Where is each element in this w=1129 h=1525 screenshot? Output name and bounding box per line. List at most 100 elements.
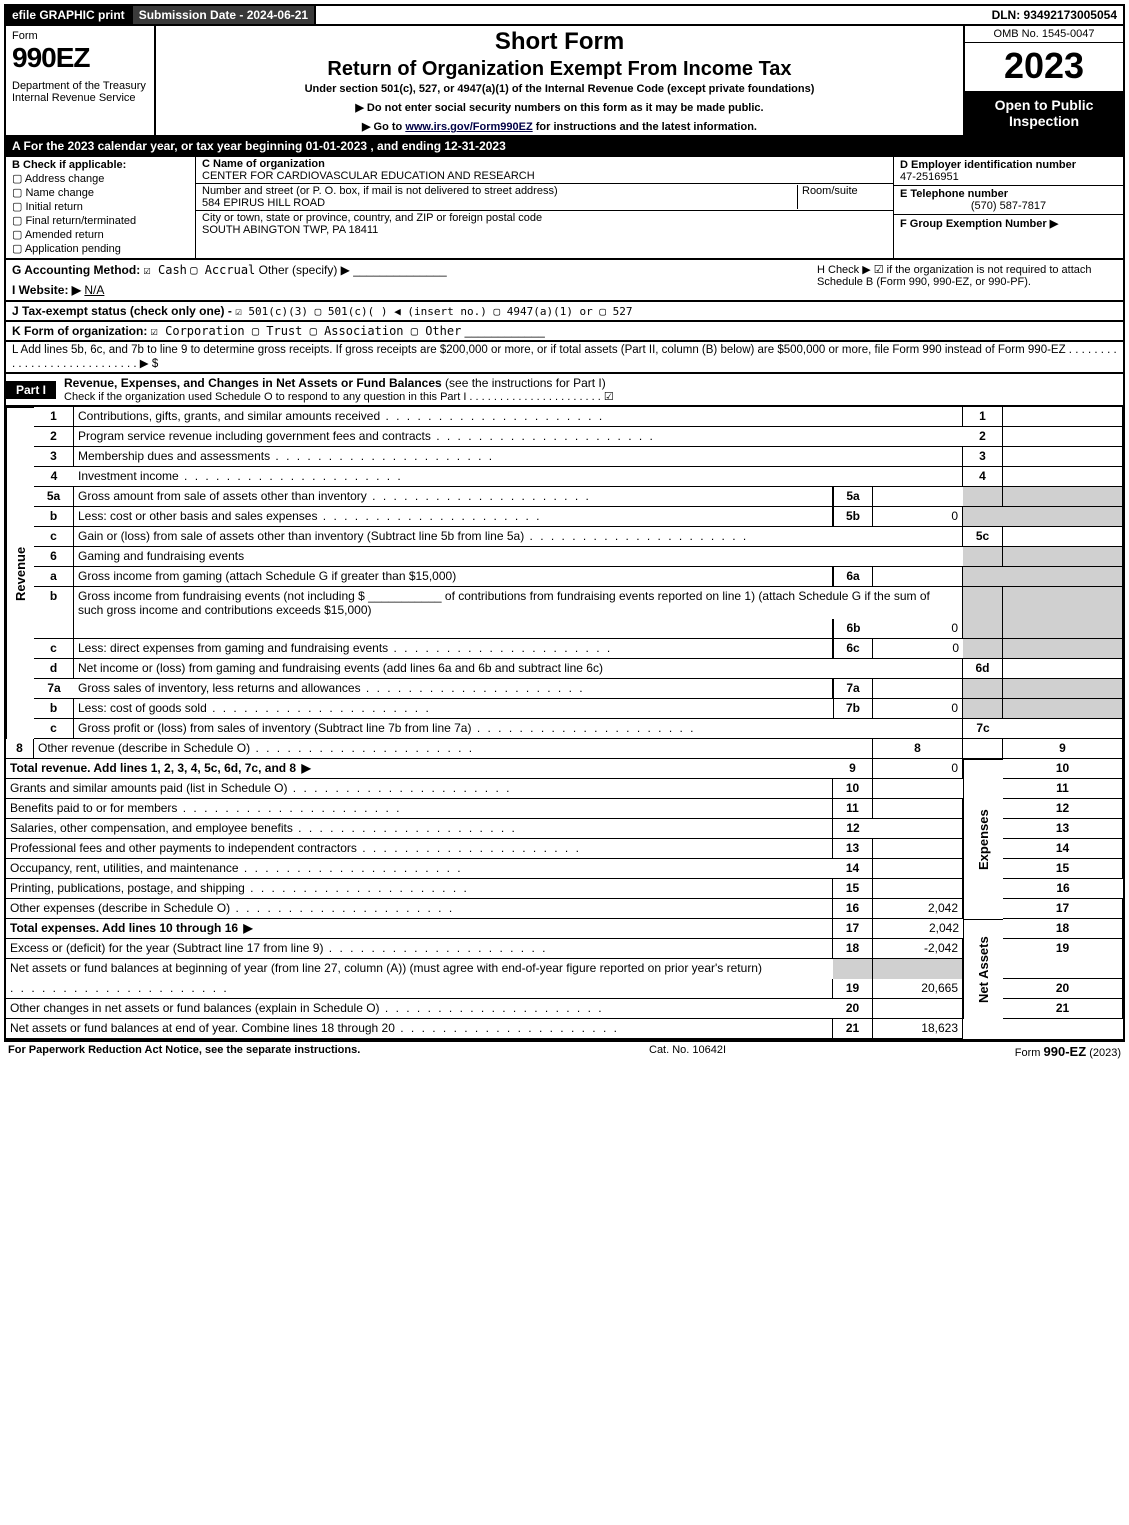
ln7c-amt xyxy=(1003,719,1123,739)
ln7b-shade2 xyxy=(1003,699,1123,719)
ln6-num: 6 xyxy=(34,547,74,567)
g-label: G Accounting Method: xyxy=(12,263,140,277)
ln13-amt xyxy=(873,839,963,859)
footer-catno: Cat. No. 10642I xyxy=(649,1044,726,1059)
ln5a-shade2 xyxy=(1003,487,1123,507)
goto-note: ▶ Go to www.irs.gov/Form990EZ for instru… xyxy=(164,120,955,133)
sidebar-net-assets: Net Assets xyxy=(963,919,1003,1019)
footer-right-post: (2023) xyxy=(1086,1047,1121,1059)
ln6c-iv: 0 xyxy=(873,639,963,659)
meta-block: B Check if applicable: Address change Na… xyxy=(4,157,1125,260)
chk-initial-return[interactable]: Initial return xyxy=(12,200,189,213)
ln6c-il: 6c xyxy=(833,639,873,659)
ln14-amt xyxy=(873,859,963,879)
ln6a-num: a xyxy=(34,567,74,587)
ln6b-d1: Gross income from fundraising events (no… xyxy=(78,589,365,603)
ln6d-num: d xyxy=(34,659,74,679)
chk-name-change[interactable]: Name change xyxy=(12,186,189,199)
ln6b-shade1 xyxy=(963,619,1003,639)
k-options[interactable]: ☑ Corporation ▢ Trust ▢ Association ▢ Ot… xyxy=(151,324,462,338)
ln4-box: 4 xyxy=(963,467,1003,487)
ln6d-box: 6d xyxy=(963,659,1003,679)
form-title-block: Short Form Return of Organization Exempt… xyxy=(156,26,963,135)
ln13-box: 13 xyxy=(833,839,873,859)
ln21-box: 21 xyxy=(833,1019,873,1039)
irs-link[interactable]: www.irs.gov/Form990EZ xyxy=(405,121,532,133)
ssn-warning: ▶ Do not enter social security numbers o… xyxy=(164,101,955,114)
efile-print-button[interactable]: efile GRAPHIC print xyxy=(6,6,133,24)
h-schedule-b: H Check ▶ ☑ if the organization is not r… xyxy=(817,263,1117,297)
sidebar-revenue: Revenue xyxy=(6,407,34,739)
ln19-desc: Net assets or fund balances at beginning… xyxy=(6,959,833,979)
section-cde: C Name of organization CENTER FOR CARDIO… xyxy=(196,157,1123,258)
chk-address-change[interactable]: Address change xyxy=(12,172,189,185)
title-short-form: Short Form xyxy=(164,28,955,56)
section-def: D Employer identification number 47-2516… xyxy=(893,157,1123,258)
website-value: N/A xyxy=(84,283,104,297)
g-cash[interactable]: ☑ Cash xyxy=(144,263,187,277)
ln6a-desc: Gross income from gaming (attach Schedul… xyxy=(74,567,833,587)
ln6c-desc: Less: direct expenses from gaming and fu… xyxy=(74,639,833,659)
j-options[interactable]: ☑ 501(c)(3) ▢ 501(c)( ) ◀ (insert no.) ▢… xyxy=(235,305,632,318)
ln14-num: 14 xyxy=(1003,839,1123,859)
c-city-label: City or town, state or province, country… xyxy=(202,212,542,224)
b-label: B Check if applicable: xyxy=(12,159,126,171)
ln20-box: 20 xyxy=(833,999,873,1019)
ln2-num: 2 xyxy=(34,427,74,447)
ln1-num: 1 xyxy=(34,407,74,427)
ln9-desc: Total revenue. Add lines 1, 2, 3, 4, 5c,… xyxy=(6,759,833,779)
ln16-amt: 2,042 xyxy=(873,899,963,919)
ln15-desc: Printing, publications, postage, and shi… xyxy=(6,879,833,899)
chk-amended-return[interactable]: Amended return xyxy=(12,228,189,241)
ln10-num: 10 xyxy=(1003,759,1123,779)
part1-check: Check if the organization used Schedule … xyxy=(64,390,1115,403)
ln4-num: 4 xyxy=(34,467,74,487)
ln1-desc: Contributions, gifts, grants, and simila… xyxy=(74,407,963,427)
g-accounting: G Accounting Method: ☑ Cash ▢ Accrual Ot… xyxy=(12,263,447,297)
ln3-desc: Membership dues and assessments xyxy=(74,447,963,467)
top-bar: efile GRAPHIC print Submission Date - 20… xyxy=(4,4,1125,26)
ln14-desc: Occupancy, rent, utilities, and maintena… xyxy=(6,859,833,879)
ln5c-box: 5c xyxy=(963,527,1003,547)
org-street: 584 EPIRUS HILL ROAD xyxy=(202,197,325,209)
ln14-box: 14 xyxy=(833,859,873,879)
room-suite-label: Room/suite xyxy=(802,185,858,197)
ln5a-iv xyxy=(873,487,963,507)
section-c: C Name of organization CENTER FOR CARDIO… xyxy=(196,157,893,258)
ln6b-shade1a xyxy=(963,587,1003,619)
ln7b-desc: Less: cost of goods sold xyxy=(74,699,833,719)
chk-application-pending[interactable]: Application pending xyxy=(12,242,189,255)
ln6b-il: 6b xyxy=(833,619,873,639)
ln6-shade2 xyxy=(1003,547,1123,567)
g-accrual[interactable]: ▢ Accrual xyxy=(190,263,255,277)
row-a-tax-year: A For the 2023 calendar year, or tax yea… xyxy=(4,137,1125,157)
page-footer: For Paperwork Reduction Act Notice, see … xyxy=(4,1041,1125,1061)
ln6a-shade1 xyxy=(963,567,1003,587)
c-street-label: Number and street (or P. O. box, if mail… xyxy=(202,185,558,197)
ln12-box: 12 xyxy=(833,819,873,839)
part1-tag: Part I xyxy=(6,381,56,399)
g-other[interactable]: Other (specify) ▶ xyxy=(259,263,350,277)
ln7a-shade1 xyxy=(963,679,1003,699)
ln7c-num: c xyxy=(34,719,74,739)
form-header: Form 990EZ Department of the Treasury In… xyxy=(4,26,1125,137)
ln21-num: 21 xyxy=(1003,999,1123,1019)
ln12-desc: Salaries, other compensation, and employ… xyxy=(6,819,833,839)
ln17-amt: 2,042 xyxy=(873,919,963,939)
ln21-desc: Net assets or fund balances at end of ye… xyxy=(6,1019,833,1039)
ln21-amt: 18,623 xyxy=(873,1019,963,1039)
ln16-desc: Other expenses (describe in Schedule O) xyxy=(6,899,833,919)
ln13-desc: Professional fees and other payments to … xyxy=(6,839,833,859)
ln6b-desc1: Gross income from fundraising events (no… xyxy=(74,587,963,619)
ln2-amt xyxy=(1003,427,1123,447)
ln18-num: 18 xyxy=(1003,919,1123,939)
ln5b-iv: 0 xyxy=(873,507,963,527)
ln5a-shade1 xyxy=(963,487,1003,507)
ln5b-shade1 xyxy=(963,507,1003,527)
footer-formref: Form 990-EZ (2023) xyxy=(1015,1044,1121,1059)
chk-final-return[interactable]: Final return/terminated xyxy=(12,214,189,227)
ln20-num: 20 xyxy=(1003,979,1123,999)
ln4-amt xyxy=(1003,467,1123,487)
ln17-box: 17 xyxy=(833,919,873,939)
ln11-box: 11 xyxy=(833,799,873,819)
